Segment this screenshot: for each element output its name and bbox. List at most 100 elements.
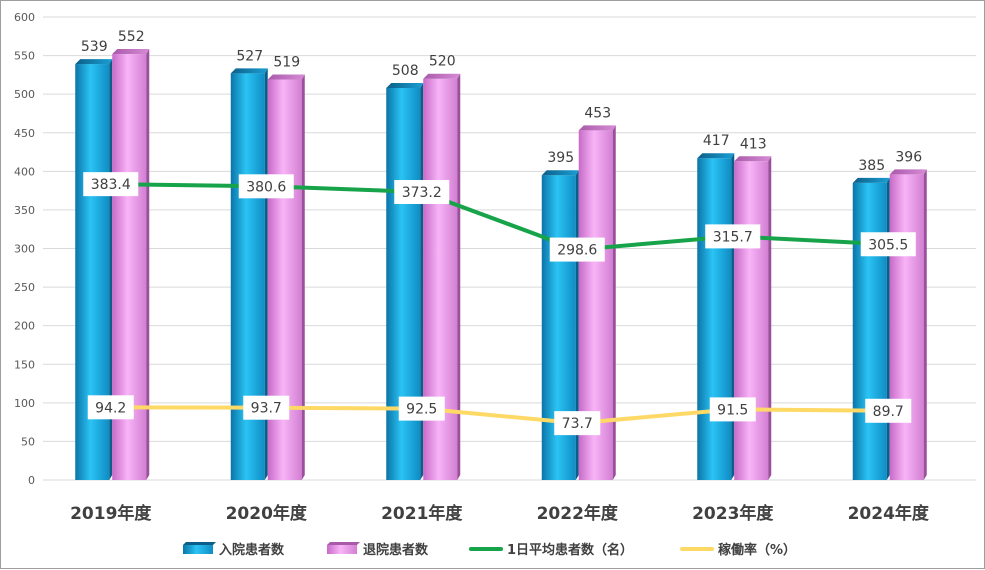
legend-item: 入院患者数: [183, 542, 285, 558]
bar-value-label: 413: [740, 136, 767, 152]
bar-top: [112, 49, 150, 55]
y-tick-label: 250: [14, 281, 35, 294]
bar-value-label: 519: [273, 55, 300, 71]
bar-value-label: 417: [703, 133, 730, 149]
legend-item: 退院患者数: [327, 542, 429, 558]
bar-top: [75, 59, 113, 65]
x-category-label: 2022年度: [537, 503, 619, 524]
legend-swatch-top: [327, 542, 360, 545]
bar-side: [886, 177, 890, 481]
line-value-label: 373.2: [394, 180, 450, 205]
bar-value-label: 395: [547, 150, 574, 166]
bar-top: [852, 177, 890, 183]
line-value-label: 91.5: [709, 397, 756, 422]
bar-body: [889, 174, 924, 481]
bar-top: [734, 156, 772, 162]
bar-side: [612, 125, 616, 480]
label-text: 305.5: [868, 237, 908, 253]
label-text: 93.7: [251, 401, 282, 417]
label-box: [238, 174, 294, 199]
bar-value-label: 385: [858, 158, 885, 174]
y-tick-label: 300: [14, 243, 35, 256]
line-occupancy-rate: [108, 405, 891, 426]
x-category-label: 2020年度: [226, 503, 308, 524]
y-tick-label: 600: [14, 11, 35, 24]
label-text: 373.2: [402, 185, 442, 201]
bar-top: [578, 125, 616, 131]
bar-side: [923, 169, 927, 481]
bar-top: [541, 170, 579, 176]
bar-body: [852, 182, 887, 481]
bar-admissions: [697, 153, 735, 480]
legend-label: 入院患者数: [219, 542, 285, 558]
bar-value-label: 453: [584, 105, 611, 121]
legend-swatch: [327, 545, 357, 554]
y-tick-label: 50: [21, 435, 35, 448]
x-category-label: 2023年度: [692, 503, 774, 524]
label-box: [554, 411, 601, 436]
line-daily-average: [108, 182, 891, 252]
series-lines: [108, 182, 891, 426]
bar-value-label: 520: [429, 54, 456, 70]
label-text: 94.2: [95, 400, 126, 416]
y-tick-label: 200: [14, 320, 35, 333]
y-tick-label: 400: [14, 165, 35, 178]
label-box: [865, 398, 912, 423]
x-category-label: 2024年度: [848, 503, 930, 524]
bar-top: [230, 68, 268, 74]
label-box: [549, 237, 605, 262]
label-box: [709, 397, 756, 422]
bar-top: [697, 153, 735, 159]
y-tick-label: 450: [14, 127, 35, 140]
bar-body: [267, 79, 302, 480]
bar-top: [267, 74, 305, 80]
bar-value-label: 552: [118, 29, 145, 45]
bar-top: [889, 169, 927, 175]
label-text: 315.7: [713, 229, 753, 245]
legend-item: 1日平均患者数（名）: [469, 542, 633, 558]
label-box: [705, 224, 761, 249]
label-text: 89.7: [873, 404, 904, 420]
label-box: [394, 180, 450, 205]
bar-side: [768, 156, 772, 480]
y-axis: 0 50 100 150 200 250 300 350 400 450 500 550 600: [14, 11, 35, 487]
bar-side: [301, 74, 305, 480]
label-text: 383.4: [91, 177, 131, 193]
label-text: 91.5: [717, 402, 748, 418]
legend-item: 稼働率（%）: [680, 542, 796, 558]
bar-value-label: 508: [392, 63, 419, 79]
line-value-label: 380.6: [238, 174, 294, 199]
bar-admissions: [852, 177, 890, 481]
x-category-label: 2019年度: [70, 503, 152, 524]
y-tick-label: 100: [14, 397, 35, 410]
label-box: [398, 396, 445, 421]
line-value-label: 93.7: [243, 395, 290, 420]
bar-side: [731, 153, 735, 480]
legend: 入院患者数 退院患者数 1日平均患者数（名） 稼働率（%）: [183, 542, 796, 558]
bar-top: [423, 73, 461, 79]
label-text: 73.7: [562, 416, 593, 432]
legend-label: 稼働率（%）: [718, 542, 796, 558]
bar-value-label: 396: [895, 149, 922, 165]
label-box: [243, 395, 290, 420]
label-box: [87, 395, 134, 420]
label-box: [83, 172, 139, 197]
legend-label: 1日平均患者数（名）: [507, 542, 633, 558]
bar-body: [697, 158, 732, 480]
bar-discharges: [889, 169, 927, 481]
y-tick-label: 550: [14, 50, 35, 63]
bar-value-label: 527: [236, 48, 263, 64]
label-box: [860, 232, 916, 257]
label-text: 380.6: [246, 179, 286, 195]
gridlines: [43, 16, 976, 481]
line-value-label: 305.5: [860, 232, 916, 257]
y-tick-label: 0: [28, 474, 35, 487]
bar-top: [386, 82, 424, 88]
bar-side: [457, 73, 461, 480]
bar-discharges: [734, 156, 772, 480]
legend-swatch-top: [183, 542, 216, 545]
line-value-label: 383.4: [83, 172, 139, 197]
line-value-label: 92.5: [398, 396, 445, 421]
label-text: 92.5: [406, 402, 437, 418]
